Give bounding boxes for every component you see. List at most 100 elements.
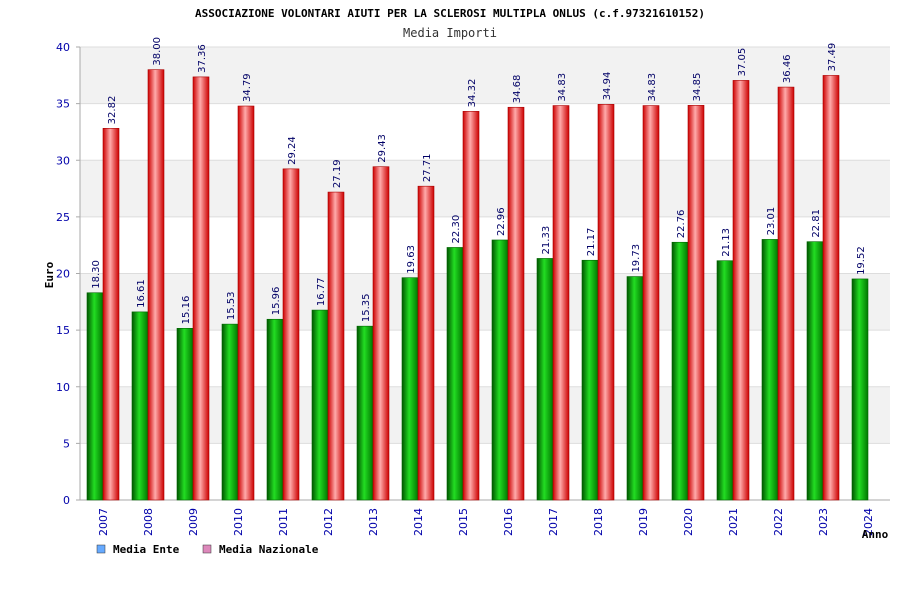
y-tick-label: 35 [56, 98, 70, 111]
x-tick-label-2011: 2011 [277, 508, 290, 536]
bar-media-nazionale-2017 [552, 105, 570, 501]
data-label-media-nazionale-2013: 29.43 [377, 134, 388, 163]
x-tick-label-2017: 2017 [547, 508, 560, 536]
bar-media-ente-2016 [491, 239, 509, 501]
data-label-media-nazionale-2011: 29.24 [287, 136, 298, 165]
y-tick-label: 15 [56, 324, 70, 337]
chart-subtitle: Media Importi [403, 26, 497, 40]
x-tick-label-2024: 2024 [862, 508, 875, 536]
bar-media-nazionale-2019 [642, 105, 660, 501]
data-label-media-ente-2018: 21.17 [586, 228, 597, 257]
x-tick-label-2014: 2014 [412, 508, 425, 536]
grid-band [80, 216, 890, 274]
data-label-media-nazionale-2021: 37.05 [737, 48, 748, 77]
y-tick-label: 40 [56, 41, 70, 54]
x-tick-label-2023: 2023 [817, 508, 830, 536]
x-tick-label-2013: 2013 [367, 508, 380, 536]
bar-media-nazionale-2010 [237, 105, 255, 501]
bar-media-ente-2010 [221, 323, 239, 501]
data-label-media-nazionale-2017: 34.83 [557, 73, 568, 102]
y-tick-label: 30 [56, 154, 70, 167]
x-tick-label-2018: 2018 [592, 508, 605, 536]
data-label-media-nazionale-2012: 27.19 [332, 159, 343, 188]
bar-media-ente-2013 [356, 325, 374, 501]
bar-media-nazionale-2011 [282, 168, 300, 501]
y-tick-label: 5 [63, 437, 70, 450]
y-tick-label: 20 [56, 268, 70, 281]
data-label-media-ente-2024: 19.52 [856, 246, 867, 275]
bar-media-ente-2012 [311, 309, 329, 501]
bar-media-nazionale-2014 [417, 185, 435, 501]
grid-bands [80, 47, 890, 500]
data-label-media-nazionale-2019: 34.83 [647, 73, 658, 102]
y-axis-label: Euro [43, 261, 56, 288]
data-label-media-ente-2014: 19.63 [406, 245, 417, 274]
bar-media-nazionale-2013 [372, 166, 390, 501]
bar-media-ente-2022 [761, 239, 779, 501]
x-tick-label-2020: 2020 [682, 508, 695, 536]
bar-media-nazionale-2022 [777, 86, 795, 501]
y-tick-label: 10 [56, 381, 70, 394]
data-label-media-nazionale-2018: 34.94 [602, 72, 613, 101]
data-label-media-ente-2013: 15.35 [361, 294, 372, 323]
legend-swatch-media-ente [96, 544, 106, 554]
x-tick-label-2016: 2016 [502, 508, 515, 536]
data-label-media-nazionale-2015: 34.32 [467, 79, 478, 108]
x-tick-label-2009: 2009 [187, 508, 200, 536]
x-tick-label-2008: 2008 [142, 508, 155, 536]
x-tick-label-2019: 2019 [637, 508, 650, 536]
data-label-media-nazionale-2007: 32.82 [107, 96, 118, 125]
data-label-media-nazionale-2023: 37.49 [827, 43, 838, 72]
bar-media-nazionale-2021 [732, 80, 750, 501]
x-tick-label-2012: 2012 [322, 508, 335, 536]
grid-band [80, 47, 890, 104]
bar-media-ente-2018 [581, 259, 599, 501]
x-tick-label-2022: 2022 [772, 508, 785, 536]
data-label-media-nazionale-2008: 38.00 [152, 37, 163, 66]
bar-media-ente-2008 [131, 311, 149, 501]
bar-media-nazionale-2016 [507, 106, 525, 501]
y-tick-label: 0 [63, 494, 70, 507]
x-tick-label-2007: 2007 [97, 508, 110, 536]
bar-media-nazionale-2020 [687, 105, 705, 501]
x-axis-label: Anno [862, 528, 889, 541]
grid-band [80, 330, 890, 387]
bar-media-ente-2007 [86, 292, 104, 501]
bar-media-nazionale-2008 [147, 69, 165, 501]
legend-label-media-ente: Media Ente [113, 543, 180, 556]
bar-media-nazionale-2007 [102, 128, 120, 501]
bar-media-ente-2011 [266, 318, 284, 501]
bar-media-ente-2015 [446, 247, 464, 501]
data-label-media-ente-2007: 18.30 [91, 260, 102, 289]
data-label-media-nazionale-2020: 34.85 [692, 73, 703, 102]
data-label-media-ente-2019: 19.73 [631, 244, 642, 273]
data-label-media-nazionale-2022: 36.46 [782, 54, 793, 83]
data-label-media-ente-2011: 15.96 [271, 287, 282, 316]
grid-band [80, 443, 890, 500]
data-label-media-ente-2022: 23.01 [766, 207, 777, 236]
data-label-media-ente-2017: 21.33 [541, 226, 552, 255]
grid-band [80, 160, 890, 217]
data-label-media-ente-2020: 22.76 [676, 210, 687, 239]
bar-media-ente-2009 [176, 328, 194, 501]
data-label-media-ente-2023: 22.81 [811, 209, 822, 238]
data-label-media-ente-2015: 22.30 [451, 215, 462, 244]
grid-band [80, 103, 890, 161]
bar-media-ente-2023 [806, 241, 824, 501]
x-tick-label-2021: 2021 [727, 508, 740, 536]
data-label-media-ente-2008: 16.61 [136, 279, 147, 308]
data-label-media-nazionale-2014: 27.71 [422, 154, 433, 183]
data-labels: 18.30 32.82 16.61 38.00 15.16 37.36 15.53 34.79… [91, 37, 867, 324]
grid-band [80, 386, 890, 444]
data-label-media-ente-2021: 21.13 [721, 228, 732, 257]
bar-media-nazionale-2015 [462, 111, 480, 501]
data-label-media-ente-2010: 15.53 [226, 291, 237, 320]
grid-band [80, 273, 890, 331]
bar-media-nazionale-2009 [192, 76, 210, 501]
data-label-media-ente-2012: 16.77 [316, 277, 327, 306]
bar-media-ente-2014 [401, 277, 419, 501]
data-label-media-nazionale-2010: 34.79 [242, 73, 253, 102]
bar-media-nazionale-2012 [327, 191, 345, 501]
legend-label-media-nazionale: Media Nazionale [219, 543, 319, 556]
data-label-media-ente-2016: 22.96 [496, 207, 507, 236]
